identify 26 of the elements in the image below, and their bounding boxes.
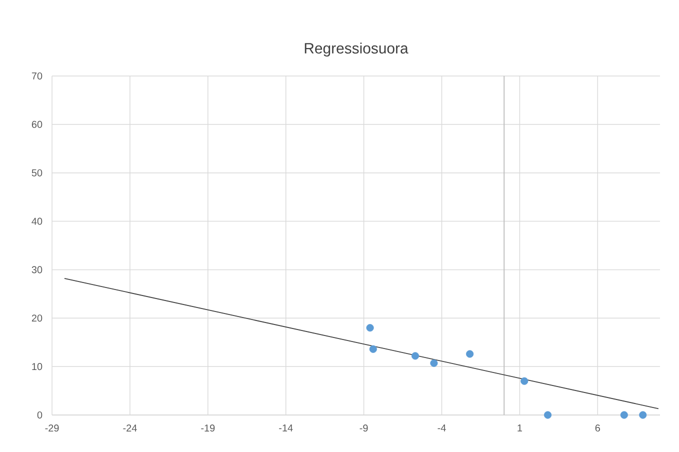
y-tick-label: 70 [32,72,42,80]
point [639,411,647,419]
point [466,350,474,358]
y-tick-label: 30 [32,266,42,274]
point [411,352,420,360]
y-tick-label: 20 [32,314,42,322]
point [620,411,628,419]
chart-title: Regressiosuora [304,42,408,57]
x-tick-label: 6 [595,424,600,432]
y-tick-label: 40 [32,218,42,225]
x-tick-label: -4 [438,424,446,432]
y-tick-label: 60 [32,120,42,128]
point [366,324,374,332]
point [544,411,552,419]
point [520,377,528,385]
point [430,359,438,367]
y-tick-label: 50 [32,169,42,176]
x-tick-label: -24 [123,424,137,432]
x-tick-label: -9 [360,424,368,432]
x-tick-label: -14 [279,424,293,432]
point [369,345,377,353]
x-tick-label: 1 [518,424,522,432]
x-tick-label: -19 [201,424,215,432]
y-tick-label: 0 [37,411,42,419]
y-tick-label: 10 [32,363,42,370]
x-tick-label: -29 [45,424,59,432]
